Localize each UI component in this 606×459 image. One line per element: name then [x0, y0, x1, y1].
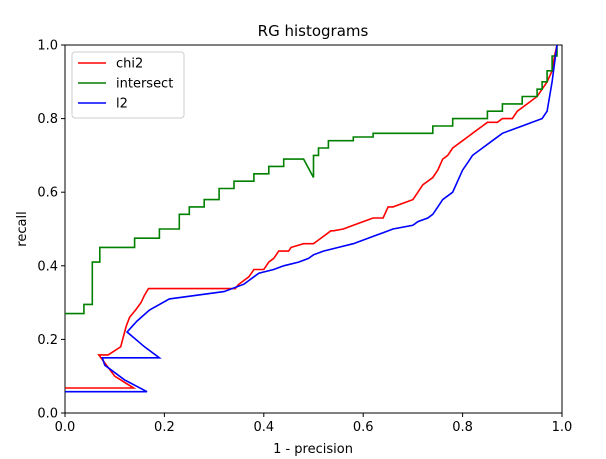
plot-frame	[64, 44, 563, 414]
x-axis: 0.0 0.2 0.4 0.6 0.8 1.0	[55, 413, 573, 435]
legend-label-l2: l2	[116, 97, 128, 112]
y-tick-label: 0.8	[37, 112, 58, 127]
y-tick-label: 1.0	[37, 39, 58, 54]
series-line-intersect	[65, 45, 558, 315]
y-tick-label: 0.4	[37, 259, 58, 274]
y-tick-label: 0.6	[37, 186, 58, 201]
legend-label-chi2: chi2	[116, 57, 143, 72]
legend: chi2 intersect l2	[71, 51, 185, 119]
plot-area	[64, 44, 563, 414]
y-tick-label: 0.0	[37, 407, 58, 422]
x-tick-label: 0.2	[154, 420, 175, 435]
x-tick-label: 0.8	[452, 420, 473, 435]
x-tick-label: 0.4	[253, 420, 274, 435]
y-axis-label: recall	[15, 211, 30, 246]
x-tick-label: 1.0	[552, 420, 573, 435]
legend-box	[71, 51, 185, 119]
chart-title: RG histograms	[258, 22, 369, 40]
series-layer	[65, 44, 558, 393]
y-axis: 0.0 0.2 0.4 0.6 0.8 1.0	[37, 39, 65, 422]
series-line-l2	[65, 44, 558, 393]
x-tick-label: 0.6	[353, 420, 374, 435]
legend-label-intersect: intersect	[116, 77, 173, 92]
series-line-chi2	[65, 44, 558, 389]
x-axis-label: 1 - precision	[273, 442, 353, 457]
x-tick-label: 0.0	[55, 420, 76, 435]
y-tick-label: 0.2	[37, 333, 58, 348]
